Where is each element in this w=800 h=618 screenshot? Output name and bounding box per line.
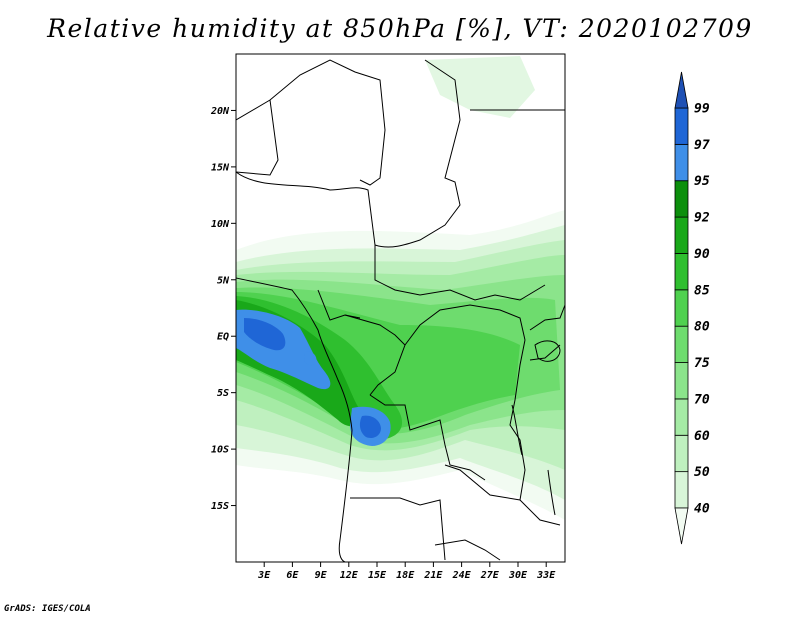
- humidity-shading: [236, 56, 565, 520]
- colorbar-box: [674, 471, 689, 509]
- colorbar-box: [674, 325, 689, 363]
- border-cameroon: [317, 289, 361, 321]
- lon-tick-label: 15E: [368, 570, 387, 581]
- colorbar-min-triangle: [674, 507, 689, 545]
- humidity-area-97: [244, 318, 286, 351]
- lon-tick-label: 9E: [315, 570, 328, 581]
- lon-tick-label: 30E: [508, 570, 528, 581]
- colorbar-box: [674, 362, 689, 400]
- colorbar-label: 95: [694, 174, 710, 189]
- lat-tick-label: 20N: [210, 106, 230, 117]
- colorbar-box: [674, 434, 689, 473]
- border-drc-east: [509, 339, 526, 501]
- border-kenya: [529, 344, 561, 361]
- lon-tick-label: 33E: [536, 570, 556, 581]
- lon-tick-label: 12E: [340, 570, 359, 581]
- lon-tick-label: 24E: [452, 570, 472, 581]
- colorbar-box: [674, 253, 689, 291]
- colorbar-label: 99: [694, 102, 710, 117]
- lon-tick-label: 18E: [396, 570, 415, 581]
- humidity-area-97-south: [359, 415, 381, 438]
- lake-malawi: [547, 469, 556, 516]
- lon-tick-label: 3E: [257, 570, 271, 581]
- colorbar-box: [674, 143, 689, 182]
- map-title: Relative humidity at 850hPa [%], VT: 202…: [47, 14, 753, 43]
- country-borders: [236, 59, 565, 562]
- colorbar-label: 50: [694, 465, 710, 480]
- colorbar-label: 80: [694, 320, 710, 335]
- lat-tick-label: 10S: [211, 445, 229, 456]
- border-north-1: [236, 59, 386, 186]
- border-angola-south: [350, 497, 446, 561]
- map-frame: [235, 53, 566, 563]
- credit-text: GrADS: IGES/COLA: [4, 604, 91, 614]
- border-sahel: [236, 59, 461, 248]
- border-zambia: [444, 464, 561, 526]
- colorbar-box: [674, 289, 689, 327]
- colorbar-label: 70: [694, 392, 710, 407]
- colorbar-label: 40: [694, 502, 710, 517]
- colorbar-max-triangle: [674, 71, 689, 109]
- colorbar-box: [674, 107, 689, 145]
- lake-tanganyika: [511, 404, 523, 456]
- lon-tick-label: 27E: [480, 570, 500, 581]
- border-chad-car: [374, 245, 546, 301]
- border-drc-north: [404, 304, 526, 346]
- colorbar-box: [674, 398, 689, 436]
- coastline-west: [236, 277, 353, 562]
- humidity-area-95-small: [304, 351, 317, 366]
- colorbar-label: 85: [694, 283, 710, 298]
- colorbar-label: 75: [694, 356, 710, 371]
- border-east: [529, 304, 565, 331]
- colorbar-label: 60: [694, 429, 710, 444]
- lat-tick-label: EQ: [217, 332, 229, 343]
- border-drc-angola: [369, 394, 486, 481]
- colorbar-label: 92: [694, 211, 710, 226]
- colorbar-label: 90: [694, 247, 710, 262]
- lon-tick-label: 21E: [423, 570, 443, 581]
- lat-tick-label: 5S: [217, 388, 229, 399]
- border-namibia: [434, 539, 501, 561]
- colorbar-label: 97: [694, 138, 710, 153]
- lat-tick-label: 10N: [211, 219, 230, 230]
- border-north-2: [236, 99, 279, 176]
- lat-tick-label: 15N: [211, 162, 230, 173]
- colorbar-box: [674, 180, 689, 218]
- lat-tick-label: 15S: [211, 501, 229, 512]
- lat-tick-label: 5N: [217, 275, 230, 286]
- humidity-area-northeast-40: [425, 56, 535, 118]
- lon-tick-label: 6E: [286, 570, 299, 581]
- colorbar-box: [674, 216, 689, 254]
- map-axes: 20N 15N 10N 5N EQ 5S 10S 15S 3E 6E 9E 12E 15E 18E 21E 2…: [210, 106, 556, 581]
- colorbar: 40 50 60 70 75 80 85 90 92 95 97 99: [674, 71, 710, 545]
- lake-victoria: [534, 340, 561, 362]
